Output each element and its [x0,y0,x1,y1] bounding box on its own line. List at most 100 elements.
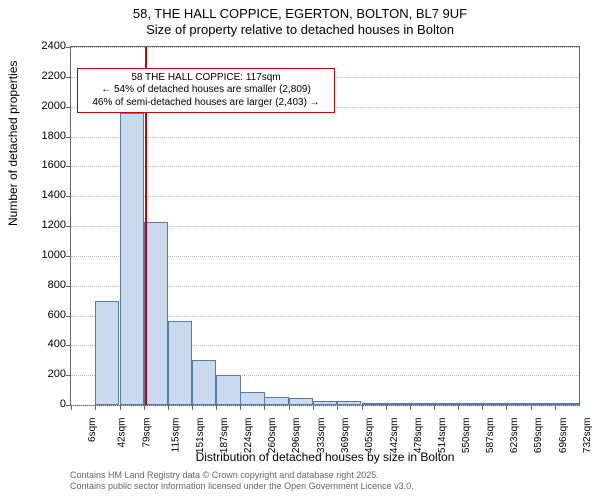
histogram-bar [555,403,579,405]
xtick-mark [264,405,265,410]
footer-line-2: Contains public sector information licen… [70,481,414,492]
y-axis-label: Number of detached properties [6,61,20,226]
annotation-line-1: 58 THE HALL COPPICE: 117sqm [84,72,328,85]
xtick-label: 514sqm [437,418,448,454]
xtick-mark [95,405,96,410]
xtick-mark [192,405,193,410]
xtick-mark [144,405,145,410]
ytick-mark [66,256,71,257]
ytick-label: 1400 [26,189,66,201]
annotation-line-3: 46% of semi-detached houses are larger (… [84,97,328,110]
histogram-bar [313,401,337,405]
xtick-mark [555,405,556,410]
xtick-label: 296sqm [291,418,302,454]
ytick-label: 2400 [26,40,66,52]
histogram-bar [531,403,555,405]
xtick-mark [434,405,435,410]
title-block: 58, THE HALL COPPICE, EGERTON, BOLTON, B… [0,0,600,37]
histogram-bar [192,360,216,405]
ytick-label: 200 [26,368,66,380]
xtick-mark [362,405,363,410]
ytick-mark [66,196,71,197]
xtick-label: 151sqm [195,418,206,454]
xtick-label: 550sqm [461,418,472,454]
ytick-mark [66,137,71,138]
histogram-bar [506,403,530,405]
title-line-2: Size of property relative to detached ho… [0,22,600,38]
histogram-bar [216,375,240,405]
xtick-label: 478sqm [413,418,424,454]
ytick-label: 800 [26,279,66,291]
histogram-bar [410,403,434,405]
histogram-bar [434,403,458,405]
ytick-mark [66,226,71,227]
ytick-label: 1800 [26,130,66,142]
ytick-label: 0 [26,398,66,410]
xtick-label: 623sqm [509,418,520,454]
xtick-mark [386,405,387,410]
xtick-label: 696sqm [558,418,569,454]
gridline-h [71,405,579,406]
plot-area: 58 THE HALL COPPICE: 117sqm ← 54% of det… [70,46,580,406]
xtick-mark [506,405,507,410]
histogram-bar [240,392,264,405]
xtick-label: 79sqm [141,418,152,448]
histogram-bar [337,401,361,405]
histogram-bar [458,403,482,405]
ytick-mark [66,375,71,376]
xtick-label: 187sqm [219,418,230,454]
xtick-label: 224sqm [243,418,254,454]
xtick-mark [458,405,459,410]
xtick-mark [313,405,314,410]
histogram-bar [362,403,386,405]
xtick-mark [410,405,411,410]
gridline-h [71,196,579,197]
xtick-mark [337,405,338,410]
xtick-label: 732sqm [582,418,593,454]
ytick-mark [66,345,71,346]
ytick-mark [66,316,71,317]
ytick-label: 2000 [26,100,66,112]
title-line-1: 58, THE HALL COPPICE, EGERTON, BOLTON, B… [0,6,600,22]
gridline-h [71,137,579,138]
footer-line-1: Contains HM Land Registry data © Crown c… [70,470,414,481]
xtick-label: 260sqm [267,418,278,454]
histogram-bar [144,222,168,405]
gridline-h [71,166,579,167]
histogram-bar [95,301,119,405]
ytick-label: 600 [26,309,66,321]
xtick-label: 333sqm [316,418,327,454]
xtick-label: 6sqm [87,418,98,442]
ytick-mark [66,166,71,167]
ytick-mark [66,107,71,108]
annotation-box: 58 THE HALL COPPICE: 117sqm ← 54% of det… [77,68,335,114]
xtick-mark [531,405,532,410]
ytick-label: 1200 [26,219,66,231]
xtick-mark [71,405,72,410]
xtick-mark [240,405,241,410]
ytick-mark [66,47,71,48]
xtick-label: 587sqm [485,418,496,454]
xtick-mark [168,405,169,410]
histogram-bar [264,397,288,405]
xtick-label: 442sqm [389,418,400,454]
xtick-label: 42sqm [117,418,128,448]
ytick-label: 1600 [26,159,66,171]
gridline-h [71,47,579,48]
histogram-bar [120,113,144,405]
footer-attribution: Contains HM Land Registry data © Crown c… [70,470,414,492]
ytick-mark [66,77,71,78]
ytick-label: 1000 [26,249,66,261]
xtick-mark [289,405,290,410]
xtick-mark [482,405,483,410]
ytick-mark [66,286,71,287]
ytick-label: 400 [26,338,66,350]
ytick-label: 2200 [26,70,66,82]
xtick-label: 115sqm [170,418,181,453]
histogram-bar [168,321,192,405]
xtick-mark [120,405,121,410]
chart-container: 58, THE HALL COPPICE, EGERTON, BOLTON, B… [0,0,600,500]
xtick-mark [216,405,217,410]
histogram-bar [482,403,506,405]
xtick-label: 659sqm [533,418,544,454]
